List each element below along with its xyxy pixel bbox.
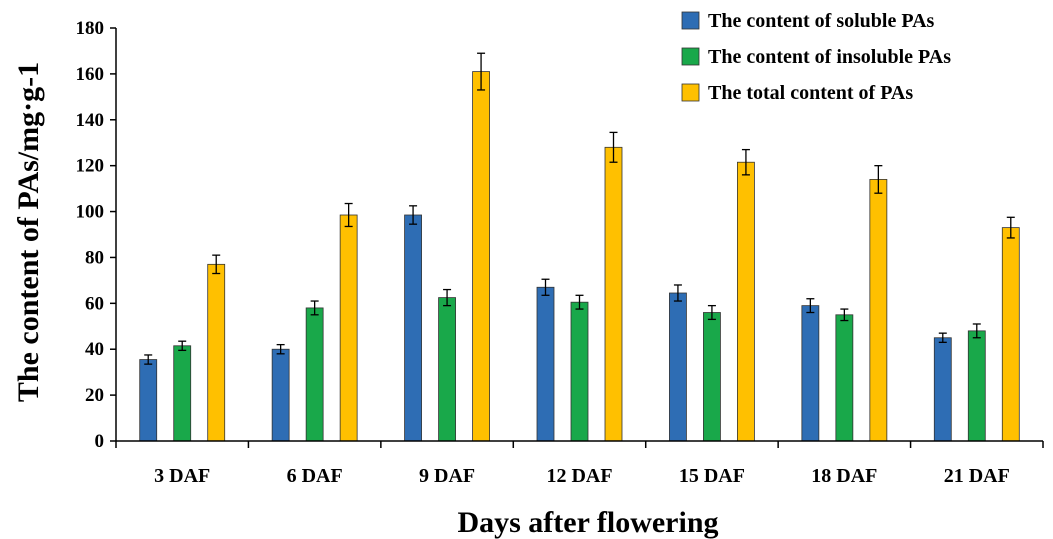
legend: The content of soluble PAs The content of…: [681, 10, 951, 104]
bar: [869, 179, 888, 442]
y-axis-ticks: 0 20 40 60 80 100 120 140 160 180: [76, 18, 116, 452]
error-bars: [144, 52, 1015, 365]
bar: [933, 337, 952, 442]
bar: [835, 314, 854, 442]
error-bar: [477, 52, 486, 91]
bar: [207, 263, 226, 442]
legend-swatch: [681, 47, 700, 66]
y-tick-label: 100: [76, 202, 105, 223]
x-axis-title: Days after flowering: [457, 506, 718, 539]
error-bar: [707, 304, 716, 321]
error-bar: [575, 294, 584, 310]
y-tick-label: 180: [76, 18, 105, 39]
legend-swatch: [681, 83, 700, 102]
y-tick-label: 140: [76, 110, 105, 131]
bar: [737, 161, 755, 442]
y-tick-label: 160: [76, 64, 105, 85]
bar: [139, 359, 158, 442]
x-tick-label: 3 DAF: [154, 465, 210, 487]
legend-item: The total content of PAs: [681, 82, 913, 104]
x-tick-label: 21 DAF: [944, 465, 1010, 487]
error-bar: [609, 131, 618, 163]
bar: [339, 214, 358, 442]
bar: [438, 297, 456, 442]
bar: [669, 292, 687, 442]
error-bar: [1006, 216, 1015, 239]
legend-label: The total content of PAs: [708, 82, 913, 104]
x-axis-ticks: 3 DAF 6 DAF 9 DAF 12 DAF 15 DAF 18 DAF 21 DAF: [115, 441, 1044, 487]
y-tick-label: 0: [95, 431, 105, 452]
legend-item: The content of insoluble PAs: [681, 46, 951, 68]
error-bar: [409, 205, 418, 225]
x-tick-label: 12 DAF: [546, 465, 612, 487]
bars: [139, 71, 1020, 442]
y-tick-label: 60: [85, 293, 104, 314]
y-axis-title: The content of PAs/mg·g-1: [12, 62, 45, 402]
x-tick-label: 6 DAF: [287, 465, 343, 487]
error-bar: [344, 202, 353, 228]
bar: [404, 214, 422, 442]
y-tick-label: 80: [85, 247, 104, 268]
error-bar: [443, 288, 452, 307]
bar: [1001, 227, 1020, 442]
legend-label: The content of insoluble PAs: [708, 46, 951, 68]
error-bar: [874, 165, 883, 194]
bar: [305, 307, 324, 442]
error-bar: [178, 340, 187, 352]
bar: [173, 345, 192, 442]
bar: [604, 146, 623, 442]
bar: [703, 312, 721, 442]
legend-label: The content of soluble PAs: [708, 10, 935, 32]
x-tick-label: 9 DAF: [419, 465, 475, 487]
error-bar: [806, 298, 815, 314]
legend-swatch: [681, 11, 700, 30]
y-tick-label: 40: [85, 339, 104, 360]
error-bar: [938, 332, 947, 343]
y-tick-label: 120: [76, 156, 105, 177]
error-bar: [541, 278, 550, 296]
error-bar: [144, 354, 153, 365]
y-tick-label: 20: [85, 385, 104, 406]
error-bar: [310, 300, 319, 316]
error-bar: [276, 343, 285, 355]
error-bar: [212, 254, 221, 275]
bar: [801, 305, 820, 442]
bar: [472, 71, 490, 442]
error-bar: [673, 284, 682, 302]
error-bar: [972, 323, 981, 339]
bar: [271, 348, 290, 442]
error-bar: [741, 148, 750, 176]
error-bar: [840, 308, 849, 322]
bar: [967, 330, 986, 442]
x-tick-label: 18 DAF: [811, 465, 877, 487]
bar: [536, 286, 555, 442]
x-tick-label: 15 DAF: [679, 465, 745, 487]
legend-item: The content of soluble PAs: [681, 10, 935, 32]
bar: [570, 301, 589, 442]
